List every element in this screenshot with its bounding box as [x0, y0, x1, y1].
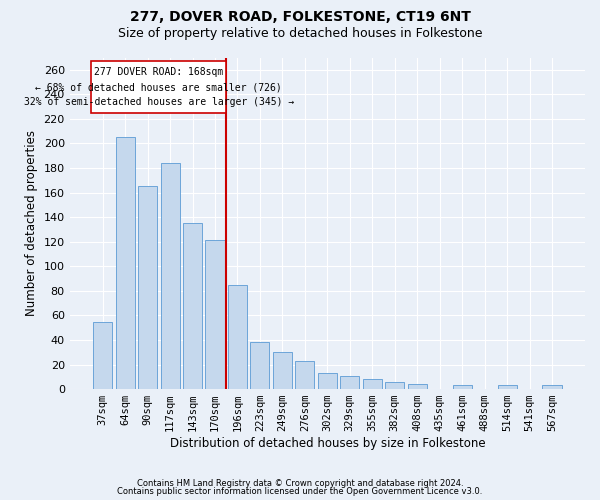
Bar	[273, 352, 292, 389]
Bar	[407, 384, 427, 389]
Bar	[497, 386, 517, 389]
Text: ← 68% of detached houses are smaller (726): ← 68% of detached houses are smaller (72…	[35, 82, 282, 92]
Bar	[228, 284, 247, 389]
Y-axis label: Number of detached properties: Number of detached properties	[25, 130, 38, 316]
Bar	[250, 342, 269, 389]
Bar	[385, 382, 404, 389]
X-axis label: Distribution of detached houses by size in Folkestone: Distribution of detached houses by size …	[170, 437, 485, 450]
Bar	[318, 373, 337, 389]
Text: 277 DOVER ROAD: 168sqm: 277 DOVER ROAD: 168sqm	[94, 68, 223, 78]
Text: Contains public sector information licensed under the Open Government Licence v3: Contains public sector information licen…	[118, 487, 482, 496]
Bar	[183, 224, 202, 389]
Text: Contains HM Land Registry data © Crown copyright and database right 2024.: Contains HM Land Registry data © Crown c…	[137, 478, 463, 488]
Bar	[295, 361, 314, 389]
Bar	[161, 163, 179, 389]
Bar	[138, 186, 157, 389]
Text: 32% of semi-detached houses are larger (345) →: 32% of semi-detached houses are larger (…	[24, 97, 294, 107]
Bar	[93, 322, 112, 389]
Text: Size of property relative to detached houses in Folkestone: Size of property relative to detached ho…	[118, 28, 482, 40]
Bar	[340, 376, 359, 389]
Bar	[116, 138, 134, 389]
Bar	[542, 386, 562, 389]
Bar	[452, 386, 472, 389]
Bar	[205, 240, 224, 389]
FancyBboxPatch shape	[91, 61, 226, 113]
Bar	[363, 380, 382, 389]
Text: 277, DOVER ROAD, FOLKESTONE, CT19 6NT: 277, DOVER ROAD, FOLKESTONE, CT19 6NT	[130, 10, 470, 24]
